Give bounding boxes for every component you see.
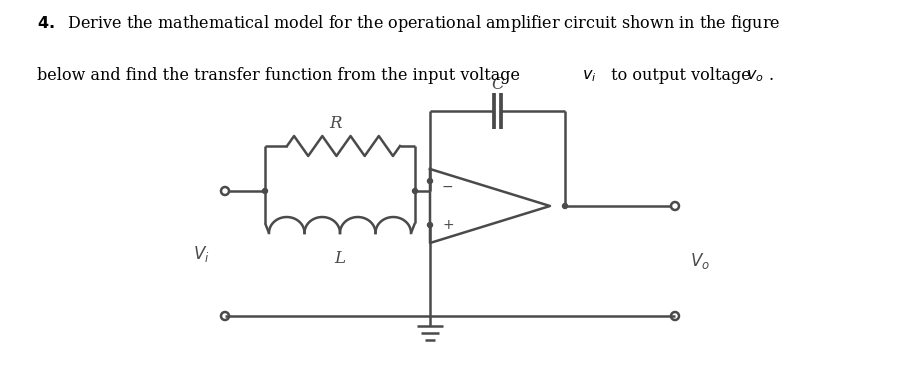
Text: $V_i$: $V_i$ [194, 243, 210, 264]
Text: $\mathbf{4.}$  Derive the mathematical model for the operational amplifier circu: $\mathbf{4.}$ Derive the mathematical mo… [37, 13, 780, 34]
Text: −: − [442, 180, 453, 194]
Circle shape [413, 189, 417, 194]
Text: R: R [329, 115, 342, 132]
Text: $v_i$: $v_i$ [581, 67, 596, 84]
Circle shape [427, 179, 433, 184]
Text: +: + [442, 218, 453, 232]
Circle shape [562, 203, 568, 208]
Text: $V_o$: $V_o$ [690, 251, 710, 271]
Text: to output voltage: to output voltage [606, 67, 756, 84]
Text: L: L [334, 250, 345, 267]
Text: C: C [491, 76, 504, 93]
Text: .: . [769, 67, 774, 84]
Circle shape [427, 223, 433, 227]
Circle shape [262, 189, 268, 194]
Text: $v_o$: $v_o$ [746, 67, 763, 84]
Text: below and find the transfer function from the input voltage: below and find the transfer function fro… [37, 67, 525, 84]
